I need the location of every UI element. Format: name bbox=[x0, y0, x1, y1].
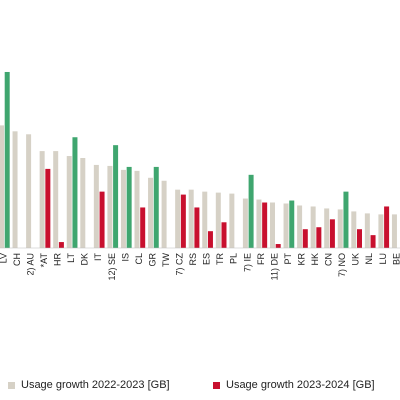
bar-2023-2024-15 bbox=[207, 231, 213, 248]
x-tick-label-5: LT bbox=[66, 253, 76, 263]
x-tick-label-24: CN bbox=[324, 253, 334, 266]
bar-2022-2023-25 bbox=[337, 209, 343, 248]
bar-2022-2023-29 bbox=[391, 214, 397, 248]
bar-2022-2023-28 bbox=[378, 214, 384, 248]
bar-2023-2024-13 bbox=[180, 194, 186, 248]
bar-2022-2023-0 bbox=[0, 125, 4, 248]
x-tick-label-1: CH bbox=[12, 253, 22, 266]
bar-2022-2023-13 bbox=[175, 189, 181, 248]
x-tick-label-14: RS bbox=[188, 253, 198, 266]
x-tick-label-0: LV bbox=[0, 253, 8, 263]
bar-2023-2024-14 bbox=[194, 207, 200, 248]
bar-2022-2023-26 bbox=[351, 211, 357, 248]
x-tick-label-13: 7) CZ bbox=[175, 252, 185, 275]
x-tick-label-2: 2) AU bbox=[25, 253, 35, 276]
bar-highlight-21 bbox=[289, 200, 295, 248]
bar-2023-2024-26 bbox=[357, 229, 362, 248]
bar-2022-2023-24 bbox=[324, 208, 330, 248]
bar-2023-2024-27 bbox=[370, 235, 376, 248]
bar-2023-2024-10 bbox=[140, 207, 146, 248]
x-tick-labels: LV CH 2) AU *AT HR LT DK IT 12) SE IS CL GR TW 7) CZ R… bbox=[0, 252, 400, 280]
x-tick-label-9: IS bbox=[120, 253, 130, 262]
bar-2022-2023-22 bbox=[297, 205, 303, 248]
x-tick-label-15: ES bbox=[202, 253, 212, 265]
bar-2022-2023-20 bbox=[270, 202, 275, 248]
bar-highlight-5 bbox=[72, 137, 78, 248]
bar-2023-2024-16 bbox=[221, 222, 227, 248]
legend-label-2023-2024: Usage growth 2023-2024 [GB] bbox=[226, 379, 375, 391]
legend-item-2023-2024: Usage growth 2023-2024 [GB] bbox=[213, 379, 375, 391]
bar-2022-2023-10 bbox=[134, 170, 140, 248]
bar-2023-2024-28 bbox=[384, 206, 390, 248]
legend-label-2022-2023: Usage growth 2022-2023 [GB] bbox=[21, 379, 170, 391]
bar-2022-2023-2 bbox=[26, 134, 32, 248]
x-tick-label-3: *AT bbox=[39, 253, 49, 268]
bar-2022-2023-17 bbox=[229, 193, 235, 248]
x-tick-label-16: TR bbox=[215, 253, 225, 265]
bar-2022-2023-5 bbox=[66, 156, 72, 248]
bar-2022-2023-11 bbox=[148, 177, 154, 248]
bar-highlight-0 bbox=[4, 71, 10, 248]
x-tick-label-27: NL bbox=[364, 253, 374, 265]
bar-2023-2024-20 bbox=[275, 244, 281, 248]
bars-group bbox=[0, 71, 397, 248]
x-tick-label-18: 7) IE bbox=[242, 253, 252, 272]
x-tick-label-4: HR bbox=[53, 253, 63, 266]
x-tick-label-21: PT bbox=[283, 253, 293, 265]
bar-2022-2023-23 bbox=[310, 206, 316, 248]
bar-2023-2024-23 bbox=[316, 227, 322, 248]
bar-highlight-8 bbox=[113, 145, 119, 248]
legend-swatch-2023-2024 bbox=[213, 381, 220, 389]
x-tick-label-10: CL bbox=[134, 253, 144, 265]
bar-highlight-25 bbox=[343, 191, 349, 248]
bar-2022-2023-3 bbox=[39, 151, 45, 248]
bar-highlight-11 bbox=[153, 166, 159, 248]
bar-2022-2023-9 bbox=[120, 169, 126, 248]
bar-2022-2023-16 bbox=[215, 192, 221, 248]
legend: Usage growth 2022-2023 [GB] Usage growth… bbox=[0, 379, 400, 397]
bar-2023-2024-4 bbox=[58, 242, 64, 248]
x-tick-label-17: PL bbox=[229, 253, 239, 264]
bar-2022-2023-7 bbox=[93, 164, 99, 248]
x-tick-label-29: BE bbox=[391, 253, 400, 265]
x-tick-label-8: 12) SE bbox=[107, 253, 117, 281]
x-tick-label-23: HK bbox=[310, 253, 320, 266]
bar-2022-2023-4 bbox=[53, 151, 59, 248]
bar-2023-2024-7 bbox=[99, 191, 105, 248]
bar-2022-2023-12 bbox=[161, 180, 167, 248]
bar-highlight-18 bbox=[248, 174, 254, 248]
bar-2022-2023-14 bbox=[188, 189, 194, 248]
bar-2023-2024-24 bbox=[329, 219, 335, 248]
x-tick-label-20: 11) DE bbox=[269, 253, 279, 280]
bar-2022-2023-6 bbox=[80, 158, 86, 248]
x-tick-label-7: IT bbox=[93, 252, 103, 261]
bar-2023-2024-3 bbox=[45, 168, 51, 248]
bar-2022-2023-18 bbox=[242, 198, 248, 248]
bar-highlight-9 bbox=[126, 166, 132, 248]
x-tick-label-22: KR bbox=[296, 253, 306, 266]
legend-item-2022-2023: Usage growth 2022-2023 [GB] bbox=[8, 379, 170, 391]
x-tick-label-12: TW bbox=[161, 253, 171, 267]
x-tick-label-6: DK bbox=[80, 253, 90, 266]
x-tick-label-25: 7) NO bbox=[337, 253, 347, 277]
bar-2022-2023-8 bbox=[107, 165, 113, 248]
bar-2022-2023-21 bbox=[283, 203, 289, 248]
x-tick-label-28: LU bbox=[378, 253, 388, 265]
x-tick-label-19: FR bbox=[256, 253, 266, 265]
bar-2022-2023-1 bbox=[12, 131, 18, 248]
bar-2022-2023-15 bbox=[202, 191, 208, 248]
bar-2023-2024-22 bbox=[302, 229, 308, 248]
legend-swatch-2022-2023 bbox=[8, 381, 15, 389]
bar-2022-2023-27 bbox=[364, 213, 370, 248]
bar-2022-2023-19 bbox=[256, 199, 262, 248]
bar-2023-2024-19 bbox=[262, 202, 268, 248]
x-tick-label-11: GR bbox=[147, 252, 157, 266]
x-tick-label-26: UK bbox=[351, 253, 361, 266]
